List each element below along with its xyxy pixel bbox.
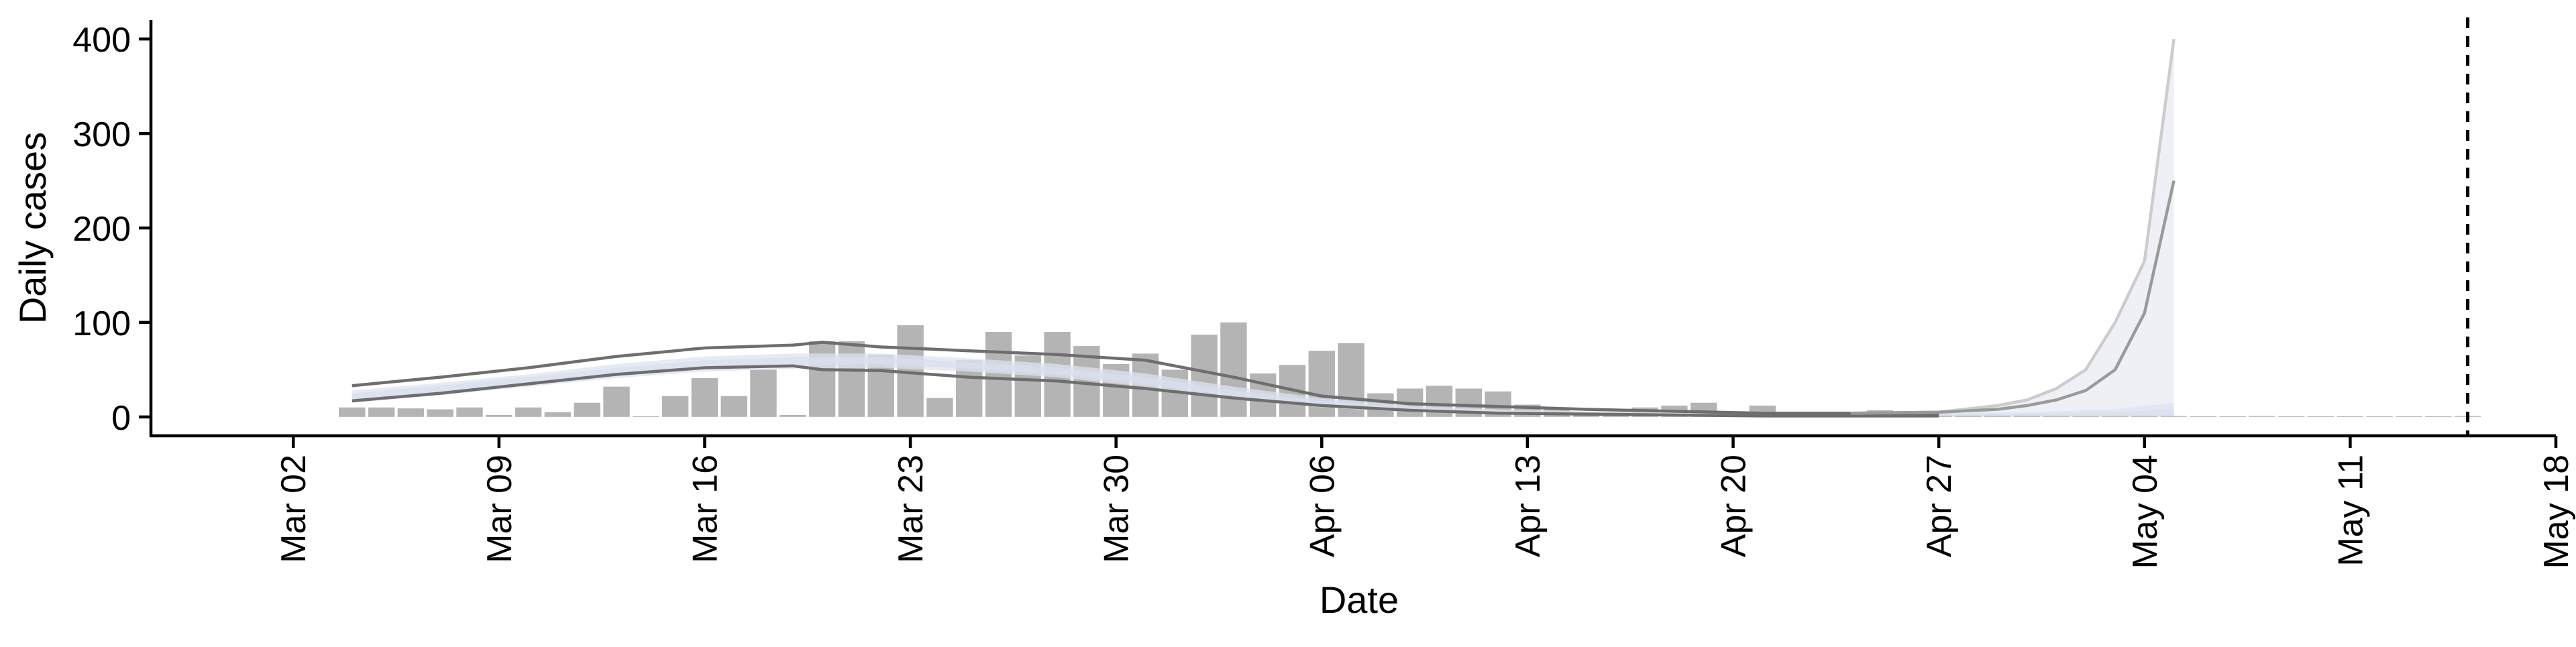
bar: [780, 415, 806, 417]
interval-line: [352, 341, 1939, 415]
bar: [368, 407, 395, 417]
y-axis-label: Daily cases: [11, 132, 54, 324]
bar: [808, 341, 836, 417]
interval-line: [352, 364, 1939, 418]
bar: [2307, 416, 2334, 417]
bar: [1220, 322, 1247, 417]
x-tick-label: May 11: [2331, 455, 2370, 567]
bar: [661, 396, 689, 417]
bar: [720, 396, 747, 417]
bar: [2366, 416, 2393, 417]
x-tick-label: Apr 27: [1920, 455, 1959, 557]
y-tick-label: 400: [72, 21, 131, 60]
bar: [1191, 335, 1218, 417]
axes-layer: 0 100 200 300 400 Mar 02 Mar 09 Mar 16 Mar 23 Mar…: [72, 20, 2576, 569]
bar: [603, 386, 630, 417]
bar: [2337, 416, 2364, 417]
x-tick-label: Apr 13: [1509, 455, 1548, 557]
bar: [456, 407, 483, 417]
forecast-band: [1939, 39, 2174, 417]
x-tick-label: Mar 16: [686, 455, 724, 563]
x-tick-label: Apr 06: [1303, 455, 1342, 557]
y-tick-label: 200: [72, 210, 131, 249]
bar: [750, 369, 777, 417]
y-tick-label: 300: [72, 115, 131, 154]
x-axis-label: Date: [1320, 579, 1399, 621]
x-tick-label: Mar 02: [274, 455, 313, 563]
bar: [691, 378, 718, 417]
x-tick-label: May 04: [2126, 455, 2165, 569]
bar: [2219, 416, 2246, 417]
x-tick-label: Mar 23: [892, 455, 930, 563]
bar: [2190, 416, 2217, 417]
bar: [397, 408, 425, 417]
bar: [486, 415, 513, 417]
bar: [2278, 416, 2305, 417]
bar: [838, 341, 865, 417]
bar: [633, 416, 659, 417]
bar: [515, 407, 542, 417]
bar: [2396, 416, 2422, 417]
bar: [544, 412, 572, 417]
bar: [427, 409, 453, 417]
bar: [985, 332, 1012, 417]
lines-layer: [352, 38, 2176, 418]
bar: [339, 407, 366, 417]
bar: [926, 398, 953, 417]
bar: [2425, 416, 2452, 417]
y-tick-label: 100: [72, 304, 131, 343]
forecast-band-layer: [1939, 39, 2174, 417]
interval-line: [1850, 180, 2176, 415]
x-tick-label: Mar 30: [1097, 455, 1136, 563]
x-tick-label: Mar 09: [480, 455, 519, 563]
x-tick-label: Apr 20: [1715, 455, 1754, 557]
bar: [574, 402, 600, 417]
y-tick-label: 0: [111, 399, 131, 438]
x-tick-label: May 18: [2537, 455, 2576, 569]
